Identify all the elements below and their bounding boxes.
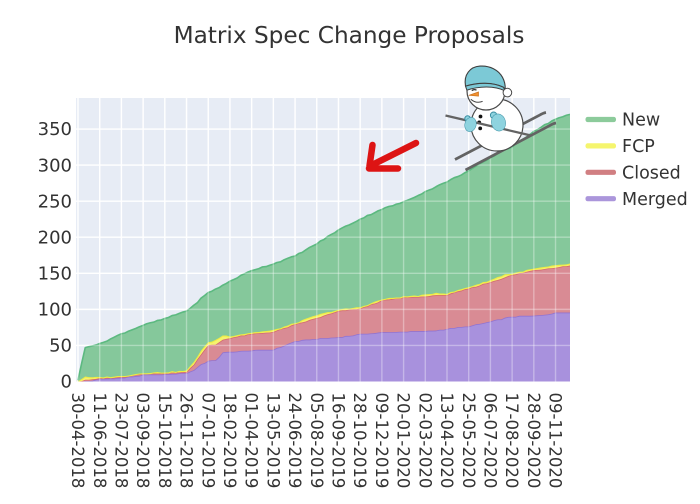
legend-swatch-closed — [585, 169, 616, 175]
legend-entry-closed: Closed — [585, 164, 681, 184]
snowman-mitten-icon — [489, 111, 506, 132]
area-closed — [78, 265, 570, 382]
ski-icon — [454, 111, 547, 161]
legend-entry-merged: Merged — [585, 190, 688, 210]
ski-pole-icon — [445, 114, 532, 137]
legend-label-merged: Merged — [622, 190, 688, 210]
x-axis-tick-labels: 30-04-2018 11-06-2018 23-07-2018 03-09-2018… — [68, 393, 565, 489]
snowman-nose-icon — [468, 91, 479, 97]
y-tick-label: 50 — [49, 336, 72, 357]
x-tick-label: 06-07-2020 — [480, 393, 499, 489]
x-tick-label: 18-02-2019 — [220, 393, 239, 489]
x-tick-label: 25-05-2020 — [459, 393, 478, 489]
chart-title: Matrix Spec Change Proposals — [174, 22, 525, 49]
snowman-smile — [470, 98, 483, 103]
legend-label-fcp: FCP — [622, 137, 655, 157]
x-tick-label: 05-08-2019 — [307, 393, 326, 489]
x-tick-label: 02-03-2020 — [415, 393, 434, 489]
legend-label-new: New — [622, 111, 660, 131]
arrow-shaft — [370, 139, 420, 168]
x-tick-label: 01-04-2019 — [242, 393, 261, 489]
y-tick-label: 250 — [38, 191, 72, 212]
x-tick-label: 20-01-2020 — [394, 393, 413, 489]
legend-swatch-merged — [585, 196, 616, 202]
legend-label-closed: Closed — [622, 164, 681, 184]
mitten-hand-fill — [491, 114, 506, 131]
ski-icon — [464, 121, 557, 172]
x-tick-label: 28-09-2020 — [524, 393, 543, 489]
x-tick-label: 28-10-2019 — [350, 393, 369, 489]
x-tick-label: 26-11-2018 — [177, 393, 196, 489]
x-tick-label: 16-09-2019 — [329, 393, 348, 489]
legend-entry-new: New — [585, 111, 660, 131]
x-tick-label: 11-06-2018 — [90, 393, 109, 489]
y-tick-label: 350 — [38, 119, 72, 140]
y-axis-tick-labels: 0 50 100 150 200 250 300 350 — [38, 119, 72, 392]
x-tick-label: 13-04-2020 — [437, 393, 456, 489]
x-tick-label: 03-09-2018 — [133, 393, 152, 489]
x-tick-label: 24-06-2019 — [285, 393, 304, 489]
snowman-button — [478, 114, 483, 119]
legend-entry-fcp: FCP — [585, 137, 655, 157]
legend-swatch-new — [585, 116, 616, 123]
arrow-annotation — [365, 139, 420, 172]
y-tick-label: 0 — [61, 372, 72, 393]
x-tick-label: 15-10-2018 — [155, 393, 174, 489]
snowman-hat-pompom — [502, 87, 513, 98]
x-tick-label: 09-11-2020 — [546, 393, 565, 489]
x-tick-label: 07-01-2019 — [198, 393, 217, 489]
x-tick-label: 23-07-2018 — [111, 393, 130, 489]
snowman-button — [478, 126, 483, 131]
area-new — [78, 114, 570, 382]
x-tick-label: 30-04-2018 — [68, 393, 87, 489]
x-tick-label: 13-05-2019 — [263, 393, 282, 489]
x-tick-label: 17-08-2020 — [502, 393, 521, 489]
legend-swatch-fcp — [585, 143, 616, 149]
snowman-mitten-icon — [464, 115, 477, 132]
y-tick-label: 200 — [38, 227, 72, 248]
legend: New FCP Closed Merged — [585, 111, 688, 210]
arrow-head-vertical — [366, 141, 376, 170]
plot-series-group — [76, 98, 570, 382]
y-tick-label: 150 — [38, 263, 72, 284]
y-tick-label: 300 — [38, 155, 72, 176]
snowman-eye — [471, 88, 477, 92]
y-tick-label: 100 — [38, 300, 72, 321]
mitten-hand-fill — [464, 117, 477, 132]
x-tick-label: 09-12-2019 — [372, 393, 391, 489]
snowman-illustration — [445, 65, 557, 172]
